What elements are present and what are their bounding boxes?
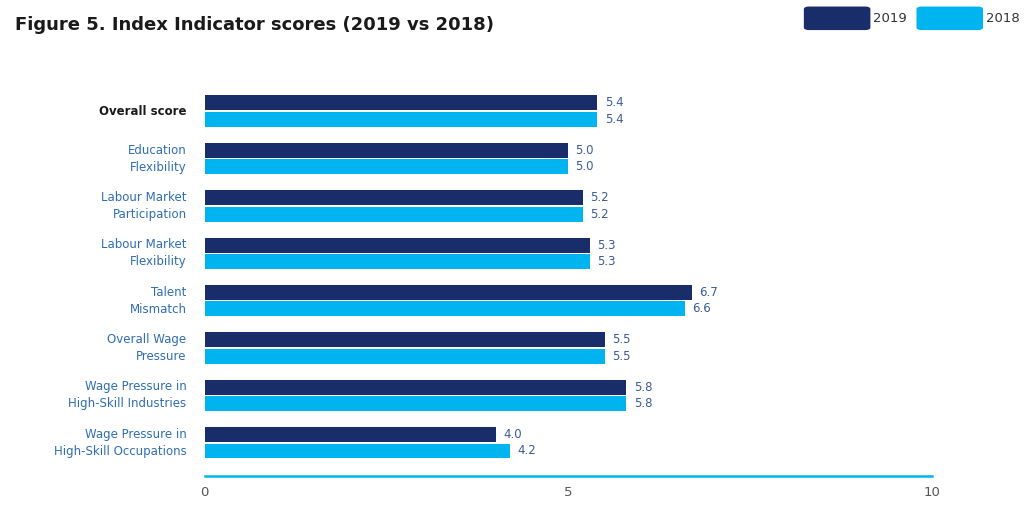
Text: 5.4: 5.4 bbox=[604, 113, 624, 126]
Bar bbox=[205, 396, 627, 411]
Text: 2018: 2018 bbox=[986, 12, 1020, 25]
Bar bbox=[205, 159, 568, 174]
Text: 5.0: 5.0 bbox=[575, 144, 594, 157]
Text: 6.6: 6.6 bbox=[692, 302, 711, 315]
Bar bbox=[205, 143, 568, 158]
Bar bbox=[205, 207, 583, 222]
Text: Overall Wage
Pressure: Overall Wage Pressure bbox=[108, 333, 186, 363]
Text: Overall score: Overall score bbox=[99, 105, 186, 118]
Text: 5.8: 5.8 bbox=[634, 381, 652, 394]
Text: 5.3: 5.3 bbox=[597, 238, 615, 252]
Bar bbox=[205, 95, 597, 110]
Text: 5.2: 5.2 bbox=[590, 191, 608, 204]
Bar bbox=[205, 285, 692, 300]
Bar bbox=[205, 301, 685, 316]
Text: Labour Market
Flexibility: Labour Market Flexibility bbox=[101, 238, 186, 268]
Text: 5.3: 5.3 bbox=[597, 255, 615, 268]
Text: Labour Market
Participation: Labour Market Participation bbox=[101, 191, 186, 221]
Text: Talent
Mismatch: Talent Mismatch bbox=[130, 286, 186, 316]
Text: 4.2: 4.2 bbox=[517, 445, 537, 458]
Bar bbox=[205, 349, 604, 363]
Text: 6.7: 6.7 bbox=[699, 286, 718, 299]
Bar bbox=[205, 237, 590, 253]
Text: 5.4: 5.4 bbox=[604, 96, 624, 109]
Text: 4.0: 4.0 bbox=[503, 428, 521, 441]
Bar bbox=[205, 254, 590, 269]
Text: Wage Pressure in
High-Skill Industries: Wage Pressure in High-Skill Industries bbox=[69, 380, 186, 411]
Text: 5.8: 5.8 bbox=[634, 397, 652, 410]
Text: Wage Pressure in
High-Skill Occupations: Wage Pressure in High-Skill Occupations bbox=[54, 428, 186, 458]
Text: 2019: 2019 bbox=[873, 12, 907, 25]
Bar bbox=[205, 190, 583, 205]
Bar bbox=[205, 332, 604, 347]
Text: Figure 5. Index Indicator scores (2019 vs 2018): Figure 5. Index Indicator scores (2019 v… bbox=[15, 16, 495, 33]
Bar bbox=[205, 112, 597, 127]
Text: 5.5: 5.5 bbox=[612, 350, 631, 363]
Text: Education
Flexibility: Education Flexibility bbox=[128, 143, 186, 174]
Text: 5.0: 5.0 bbox=[575, 160, 594, 173]
Text: 5.2: 5.2 bbox=[590, 208, 608, 221]
Bar bbox=[205, 444, 510, 459]
Bar bbox=[205, 380, 627, 395]
Text: 5.5: 5.5 bbox=[612, 333, 631, 346]
Bar bbox=[205, 427, 496, 442]
